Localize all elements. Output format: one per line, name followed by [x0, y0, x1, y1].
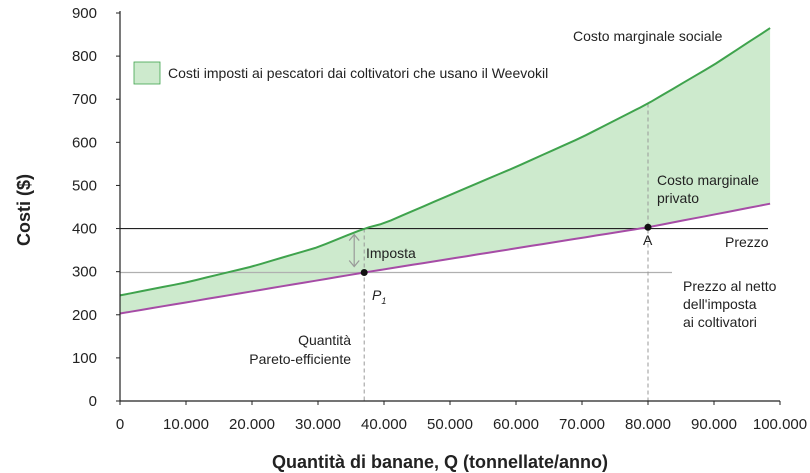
point-a-marker — [644, 223, 652, 231]
price-label: Prezzo — [725, 234, 769, 250]
point-p-subscript: 1 — [381, 296, 386, 306]
y-tick-label: 300 — [72, 264, 97, 281]
x-tick-label: 10.000 — [163, 416, 209, 433]
y-tick-label: 0 — [89, 393, 97, 410]
social-cost-curve — [119, 27, 771, 297]
social-cost-label: Costo marginale sociale — [573, 28, 723, 44]
point-p1-marker — [360, 269, 368, 277]
legend: Costi imposti ai pescatori dai coltivato… — [133, 61, 548, 85]
x-tick-label: 20.000 — [229, 416, 275, 433]
private-cost-curve — [119, 202, 771, 315]
y-tick-label: 800 — [72, 48, 97, 65]
point-a-label: A — [643, 232, 653, 248]
point-p-label: P1 — [372, 287, 386, 306]
net-price-label-line1: Prezzo al netto — [683, 278, 777, 294]
x-axis-title: Quantità di banane, Q (tonnellate/anno) — [272, 452, 608, 472]
tax-arrow-head — [348, 233, 360, 241]
private-cost-label-line2: privato — [657, 190, 699, 206]
y-tick-label: 500 — [72, 177, 97, 194]
net-price-label-line3: ai coltivatori — [683, 314, 757, 330]
legend-swatch — [133, 61, 161, 85]
y-tick-label: 200 — [72, 307, 97, 324]
x-tick-label: 50.000 — [427, 416, 473, 433]
y-tick-label: 700 — [72, 91, 97, 108]
x-tick-label: 70.000 — [559, 416, 605, 433]
x-tick-label: 60.000 — [493, 416, 539, 433]
x-tick-label: 0 — [116, 416, 124, 433]
private-cost-label-line1: Costo marginale — [657, 172, 759, 188]
pareto-label-line1: Quantità — [298, 332, 351, 348]
tax-arrow-head — [348, 260, 360, 268]
y-tick-label: 100 — [72, 350, 97, 367]
x-tick-label: 40.000 — [361, 416, 407, 433]
y-axis-ticks: 0 100 200 300 400 500 600 700 800 900 — [72, 5, 120, 410]
tax-arrow — [348, 233, 360, 268]
tax-label: Imposta — [366, 245, 416, 261]
x-tick-label: 100.000 — [753, 416, 807, 433]
y-tick-label: 600 — [72, 134, 97, 151]
net-price-label-line2: dell'imposta — [683, 296, 757, 312]
x-axis-ticks: 0 10.000 20.000 30.000 40.000 50.000 60.000 70.… — [116, 401, 807, 433]
y-axis-title: Costi ($) — [14, 174, 34, 246]
y-tick-label: 900 — [72, 5, 97, 22]
x-tick-label: 90.000 — [691, 416, 737, 433]
pareto-label-line2: Pareto-efficiente — [249, 351, 351, 367]
x-tick-label: 30.000 — [295, 416, 341, 433]
point-p-letter: P — [372, 287, 382, 303]
externality-area — [120, 28, 771, 314]
y-tick-label: 400 — [72, 221, 97, 238]
x-tick-label: 80.000 — [625, 416, 671, 433]
legend-label: Costi imposti ai pescatori dai coltivato… — [168, 65, 548, 81]
